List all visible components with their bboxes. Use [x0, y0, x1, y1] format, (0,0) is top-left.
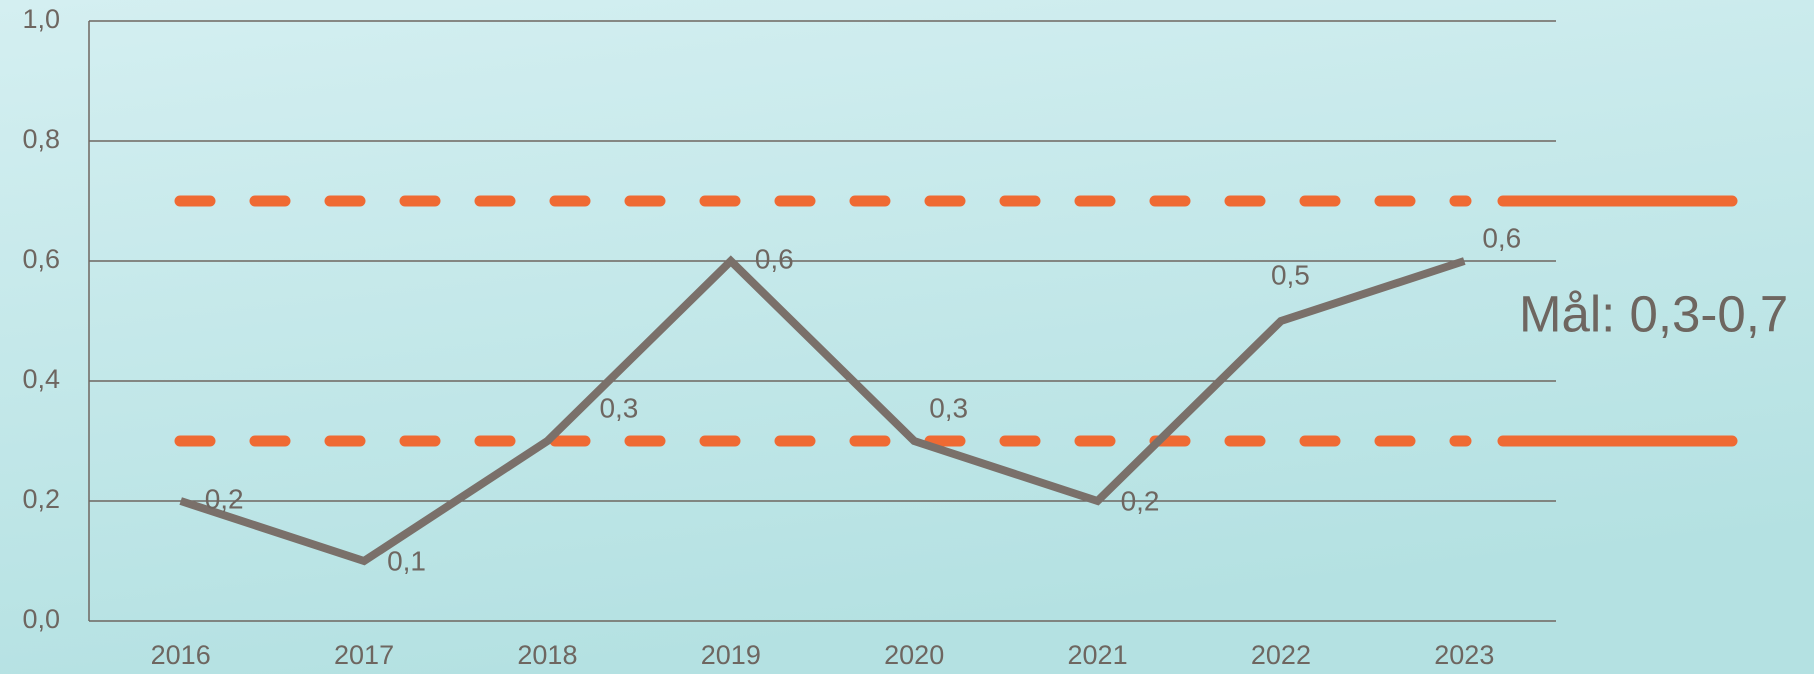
data-label: 0,3: [599, 392, 638, 423]
data-label: 0,5: [1271, 259, 1310, 290]
x-tick-label: 2018: [517, 640, 577, 670]
data-line: [179, 255, 1466, 566]
y-tick-label: 0,4: [22, 364, 60, 394]
x-tick-label: 2019: [701, 640, 761, 670]
data-label: 0,2: [205, 483, 244, 514]
data-label: 0,6: [755, 243, 794, 274]
x-tick-label: 2021: [1068, 640, 1128, 670]
data-label: 0,1: [387, 545, 426, 576]
x-tick-label: 2017: [334, 640, 394, 670]
data-label: 0,6: [1482, 222, 1521, 253]
y-tick-label: 0,8: [22, 124, 60, 154]
annotation: Mål: 0,3-0,7: [1519, 285, 1788, 342]
x-tick-label: 2020: [884, 640, 944, 670]
x-tick-label: 2022: [1251, 640, 1311, 670]
data-label: 0,3: [929, 392, 968, 423]
y-tick-label: 1,0: [22, 4, 60, 34]
y-tick-label: 0,0: [22, 604, 60, 634]
x-tick-label: 2023: [1434, 640, 1494, 670]
y-tick-label: 0,2: [22, 484, 60, 514]
x-tick-label: 2016: [151, 640, 211, 670]
data-label: 0,2: [1121, 485, 1160, 516]
y-tick-label: 0,6: [22, 244, 60, 274]
